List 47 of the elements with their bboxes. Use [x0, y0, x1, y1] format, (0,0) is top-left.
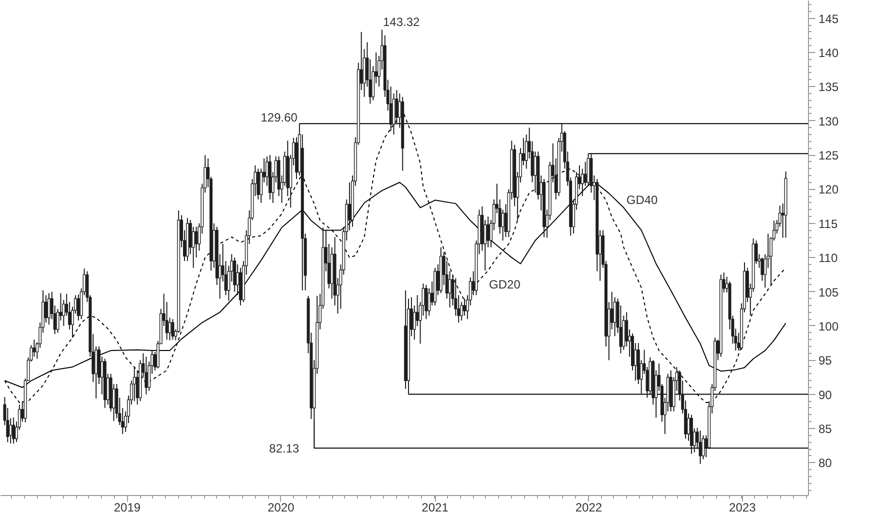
candlestick: [44, 294, 48, 324]
y-tick-label: 80: [818, 456, 832, 470]
candlestick: [424, 284, 428, 320]
candlestick: [76, 294, 80, 321]
candlestick: [233, 257, 236, 292]
candlestick: [760, 257, 764, 282]
y-tick-label: 90: [818, 388, 832, 402]
candlestick: [348, 182, 352, 231]
y-tick-label: 105: [818, 285, 839, 300]
candlestick: [501, 209, 504, 241]
annotation: 143.32: [382, 14, 420, 29]
candlestick: [192, 226, 195, 268]
x-tick-label: 2021: [422, 500, 449, 514]
annotation: 82.13: [269, 442, 300, 456]
y-tick-label: 130: [818, 114, 839, 128]
candlestick: [584, 161, 587, 186]
candlestick: [194, 226, 198, 258]
y-tick-label: 95: [818, 354, 832, 368]
y-tick-label: 100: [818, 319, 839, 334]
candlestick: [486, 216, 490, 248]
candlestick: [12, 417, 16, 444]
y-tick-label: 85: [818, 422, 832, 436]
x-tick-label: 2023: [729, 500, 756, 514]
candlestick: [47, 292, 50, 326]
candlestick: [463, 298, 466, 316]
x-tick-label: 2019: [114, 500, 141, 514]
candlestick: [416, 294, 419, 326]
candlestick: [484, 219, 487, 272]
y-tick-label: 135: [818, 80, 839, 94]
series-label: GD40: [626, 192, 658, 207]
series-label: GD20: [489, 278, 521, 292]
y-tick-label: 140: [818, 46, 839, 60]
candlestick: [132, 367, 136, 402]
candlestick: [32, 339, 36, 358]
candlestick: [171, 318, 174, 340]
candlestick: [144, 356, 148, 395]
candlestick: [698, 430, 702, 465]
y-tick-label: 110: [818, 251, 838, 266]
x-tick-label: 2020: [268, 500, 295, 514]
y-tick-label: 125: [818, 148, 839, 163]
x-tick-label: 2022: [575, 500, 602, 514]
y-tick-label: 115: [818, 216, 838, 231]
y-tick-label: 145: [818, 12, 839, 26]
annotation: 129.60: [260, 110, 298, 125]
y-tick-label: 120: [818, 182, 839, 197]
candlestick: [256, 168, 260, 200]
candlestick: [9, 418, 12, 444]
